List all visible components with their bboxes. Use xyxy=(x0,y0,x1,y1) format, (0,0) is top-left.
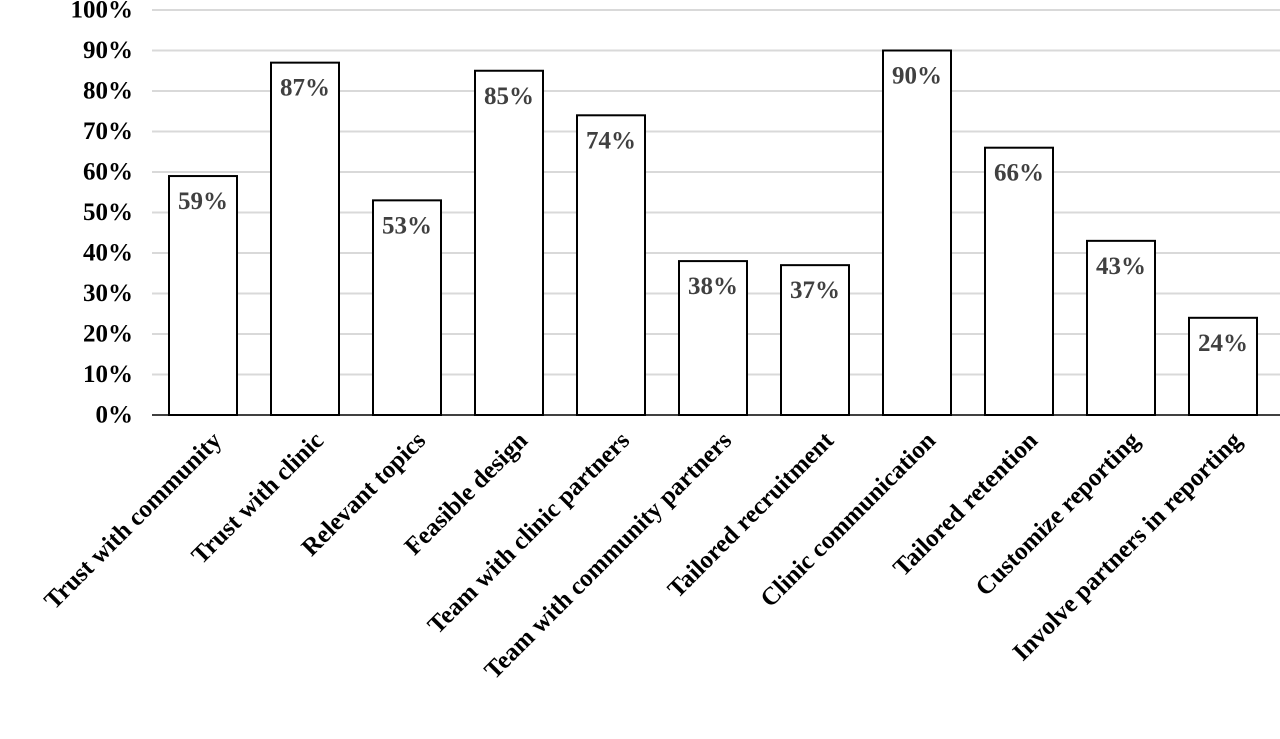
data-label: 87% xyxy=(280,75,330,102)
y-tick-label: 60% xyxy=(83,159,133,186)
category-label: Trust with community xyxy=(39,427,227,615)
y-tick-label: 90% xyxy=(83,37,133,64)
bars xyxy=(168,49,1258,417)
data-label: 74% xyxy=(586,127,636,154)
bar xyxy=(984,146,1054,416)
bar xyxy=(474,69,544,416)
bar xyxy=(270,61,340,417)
bar xyxy=(168,175,238,416)
data-label: 85% xyxy=(484,83,534,110)
y-tick-label: 0% xyxy=(96,402,134,429)
data-label: 38% xyxy=(688,273,738,300)
y-axis-tick-labels: 0% 10% 20% 30% 40% 50% 60% 70% 80% 90% 100% xyxy=(71,0,134,429)
bar xyxy=(372,199,442,416)
y-tick-label: 100% xyxy=(71,0,134,24)
bar xyxy=(780,264,850,416)
data-label: 66% xyxy=(994,160,1044,187)
data-labels: 59% 87% 53% 85% 74% 38% 37% 90% 66% 43% 24% xyxy=(178,63,1248,357)
y-tick-label: 30% xyxy=(83,280,133,307)
category-label: Tailored recruitment xyxy=(663,427,840,604)
y-tick-label: 70% xyxy=(83,118,133,145)
bar xyxy=(882,49,952,416)
category-label: Team with clinic partners xyxy=(423,427,636,640)
y-tick-label: 40% xyxy=(83,240,133,267)
data-label: 43% xyxy=(1096,253,1146,280)
bar xyxy=(576,114,646,417)
data-label: 59% xyxy=(178,188,228,215)
data-label: 90% xyxy=(892,63,942,90)
y-tick-label: 10% xyxy=(83,361,133,388)
data-label: 37% xyxy=(790,277,840,304)
bar xyxy=(1086,239,1156,416)
bar xyxy=(1188,316,1258,416)
y-tick-label: 20% xyxy=(83,321,133,348)
data-label: 24% xyxy=(1198,330,1248,357)
data-label: 53% xyxy=(382,212,432,239)
y-tick-label: 50% xyxy=(83,199,133,226)
category-label: Clinic communication xyxy=(756,427,942,613)
y-tick-label: 80% xyxy=(83,78,133,105)
